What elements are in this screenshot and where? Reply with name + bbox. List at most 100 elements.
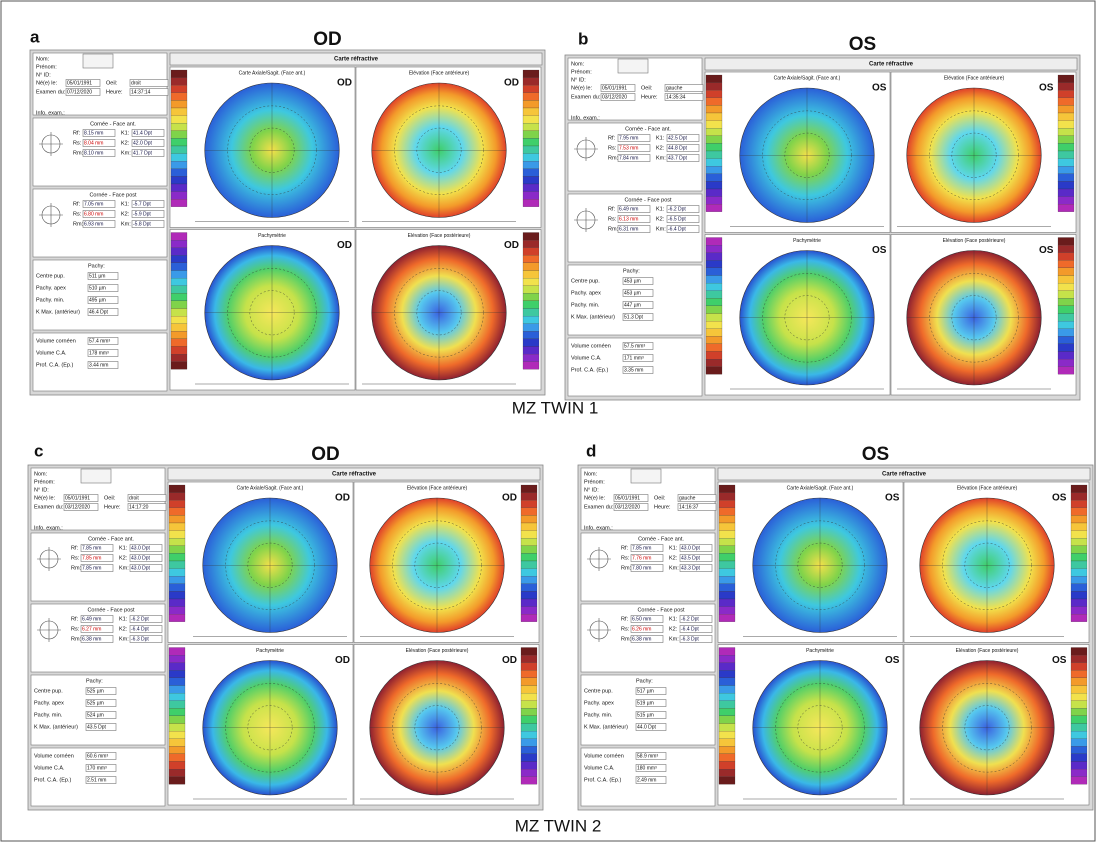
section-title: Cornée - Face ant.: [90, 121, 136, 127]
value: droit: [131, 80, 141, 86]
label: Prénom:: [36, 64, 57, 70]
value: 7.80 mm: [632, 565, 651, 571]
label: Rm:: [621, 636, 632, 642]
scale-cell: [521, 754, 537, 762]
label: Prénom:: [34, 479, 55, 485]
label: Oeil:: [654, 495, 666, 501]
scale-cell: [521, 607, 537, 615]
label: N° ID:: [584, 487, 599, 493]
panel-letter: d: [586, 441, 596, 460]
map-eye: OD: [335, 493, 350, 504]
value: 7.85 mm: [82, 555, 101, 561]
label: Rm:: [73, 150, 84, 156]
section-title: Cornée - Face ant.: [625, 126, 671, 132]
scale-cell: [523, 255, 539, 263]
value: 44.0 Dpt: [637, 724, 657, 730]
value: 60.6 mm³: [87, 753, 108, 759]
scale-cell: [169, 508, 185, 516]
scale-cell: [706, 367, 722, 375]
scale-cell: [521, 670, 537, 678]
label: Volume C.A.: [36, 350, 67, 356]
scale-cell: [719, 515, 735, 523]
label: Rs:: [608, 216, 617, 222]
label: Prénom:: [571, 69, 592, 75]
scale-cell: [719, 769, 735, 777]
panel-letter: b: [578, 29, 588, 48]
value: 170 mm³: [87, 765, 107, 771]
scale-cell: [1058, 283, 1074, 291]
label: Pachy. min.: [571, 302, 600, 308]
value: 43.3 Dpt: [681, 565, 701, 571]
label: K Max. (antérieur): [584, 724, 628, 730]
scale-cell: [523, 123, 539, 131]
value: 524 µm: [87, 712, 104, 718]
scale-cell: [706, 166, 722, 174]
scale-cell: [171, 316, 187, 324]
label: Volume C.A.: [571, 355, 602, 361]
scale-cell: [719, 693, 735, 701]
scale-cell: [1058, 314, 1074, 322]
scale-cell: [719, 648, 735, 656]
label: K1:: [669, 545, 678, 551]
scale-cell: [169, 515, 185, 523]
map-title: Elévation (Face postérieure): [406, 648, 469, 654]
scale-cell: [1071, 493, 1087, 501]
scale-cell: [523, 316, 539, 324]
scale-cell: [171, 324, 187, 332]
scale-cell: [1071, 515, 1087, 523]
header: Carte réfractive: [882, 472, 927, 478]
section-title: Cornée - Face post: [89, 192, 137, 198]
scale-cell: [521, 614, 537, 622]
section-title: Pachy:: [86, 678, 103, 684]
map-title: Carte Axiale/Sagit. (Face ant.): [774, 75, 841, 81]
label: Rf:: [621, 616, 629, 622]
scale-cell: [706, 253, 722, 261]
scale-cell: [169, 655, 185, 663]
scale-cell: [1071, 739, 1087, 747]
scale-cell: [169, 686, 185, 694]
label: K2:: [656, 145, 665, 151]
scale-cell: [169, 724, 185, 732]
scale-cell: [719, 716, 735, 724]
value: 7.95 mm: [619, 135, 638, 141]
value: 8.10 mm: [84, 150, 103, 156]
scale-cell: [169, 561, 185, 569]
value: 515 µm: [637, 712, 654, 718]
value: 43.0 Dpt: [131, 565, 151, 571]
label: Rm:: [608, 155, 619, 161]
scale-cell: [523, 184, 539, 192]
value: 07/12/2020: [67, 89, 92, 95]
label: Pachy. min.: [34, 712, 63, 718]
label: Rf:: [73, 130, 81, 136]
scale-cell: [523, 286, 539, 294]
scale-cell: [706, 98, 722, 106]
scale-cell: [521, 716, 537, 724]
scale-cell: [1071, 663, 1087, 671]
scale-cell: [1071, 569, 1087, 577]
scale-cell: [521, 777, 537, 785]
scale-cell: [169, 493, 185, 501]
label: Examen du:: [584, 504, 614, 510]
label: Nom:: [34, 471, 48, 477]
value: 7.53 mm: [619, 145, 638, 151]
value: 495 µm: [89, 297, 106, 303]
value: -6.2 Dpt: [681, 616, 699, 622]
scale-cell: [706, 136, 722, 144]
scale-cell: [171, 154, 187, 162]
value: 57.5 mm³: [624, 343, 645, 349]
scale-cell: [171, 301, 187, 309]
label: Km:: [119, 565, 129, 571]
value: 6.31 mm: [619, 226, 638, 232]
scale-cell: [521, 493, 537, 501]
scale-cell: [523, 301, 539, 309]
row-caption: MZ TWIN 1: [512, 398, 599, 417]
scale-cell: [1058, 90, 1074, 98]
scale-cell: [523, 362, 539, 370]
scale-cell: [523, 240, 539, 248]
scale-cell: [719, 546, 735, 554]
box: [83, 54, 113, 68]
scale-cell: [1058, 113, 1074, 121]
scale-cell: [706, 181, 722, 189]
scale-cell: [719, 500, 735, 508]
scale-cell: [521, 561, 537, 569]
